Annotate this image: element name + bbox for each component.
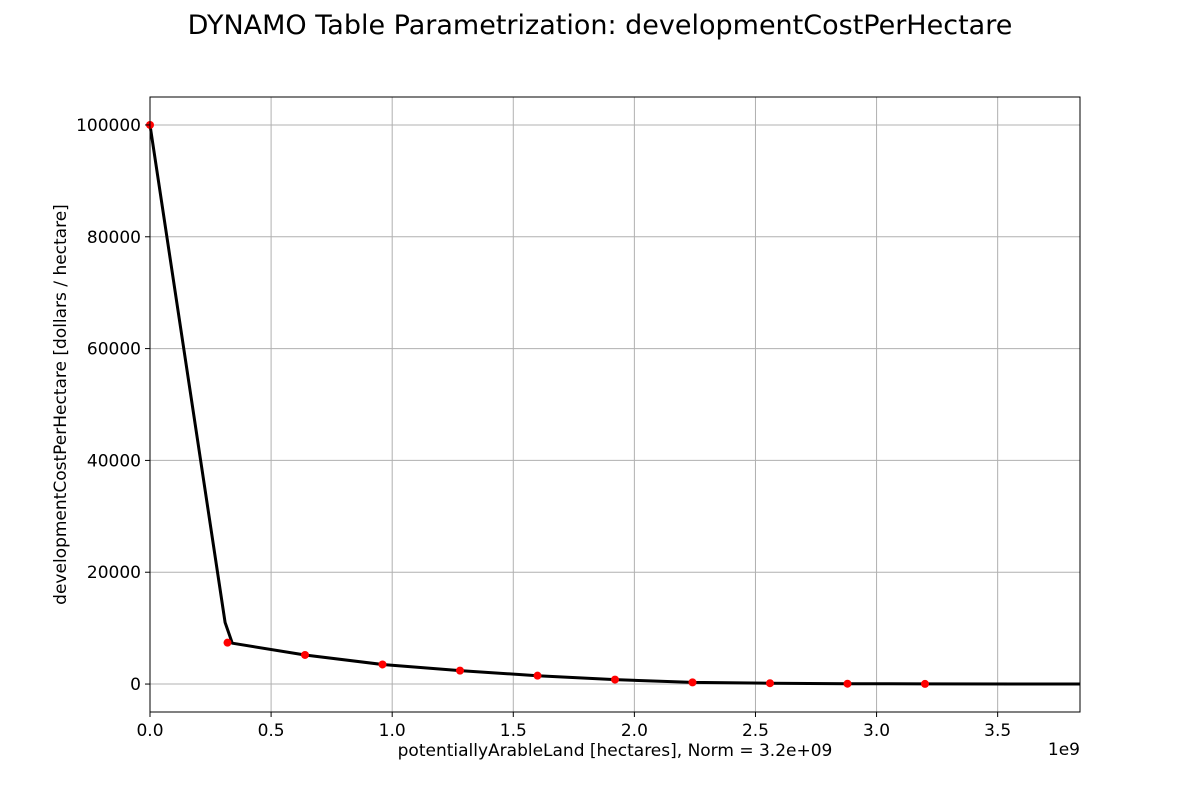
axis-ticks: 0.0 0.5 1.0 1.5 2.0 2.5 3.0 3.5 0 20000 40000 60000… — [76, 116, 1011, 741]
y-tick-label: 40000 — [87, 451, 141, 471]
x-axis-offset-label: 1e9 — [1048, 740, 1080, 760]
x-tick-label: 1.0 — [379, 721, 406, 741]
series-line — [148, 124, 1081, 686]
series-lines — [148, 124, 1081, 686]
plot-frame — [149, 96, 1081, 713]
data-point — [766, 679, 774, 688]
grid-lines — [149, 97, 1080, 712]
chart-title: DYNAMO Table Parametrization: developmen… — [187, 10, 1013, 41]
y-axis-label: developmentCostPerHectare [dollars / hec… — [51, 204, 71, 605]
series-points — [146, 120, 929, 688]
x-tick-label: 0.0 — [136, 721, 163, 741]
x-tick-label: 0.5 — [258, 721, 285, 741]
y-tick-label: 80000 — [87, 228, 141, 248]
data-point — [301, 650, 309, 659]
y-tick-label: 100000 — [76, 116, 141, 136]
data-point — [611, 675, 619, 684]
data-point — [843, 679, 852, 688]
y-tick-label: 0 — [130, 675, 141, 695]
data-point — [456, 666, 464, 675]
x-axis-label: potentiallyArableLand [hectares], Norm =… — [398, 741, 833, 761]
y-tick-label: 60000 — [87, 340, 141, 360]
data-point — [378, 660, 387, 669]
x-tick-label: 3.0 — [863, 721, 890, 741]
data-point — [688, 678, 697, 687]
data-point — [921, 679, 929, 688]
x-tick-label: 1.5 — [500, 721, 527, 741]
y-tick-label: 20000 — [87, 563, 141, 583]
data-point — [223, 638, 232, 647]
x-tick-label: 2.5 — [742, 721, 769, 741]
x-tick-label: 2.0 — [621, 721, 648, 741]
x-tick-label: 3.5 — [984, 721, 1011, 741]
data-point — [533, 671, 542, 680]
